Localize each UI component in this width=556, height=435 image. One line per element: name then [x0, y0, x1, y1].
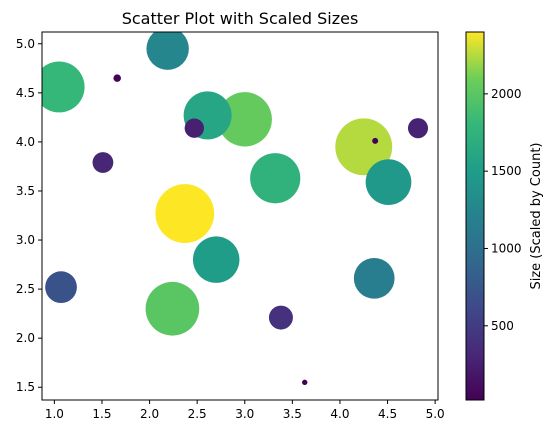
scatter-point	[217, 92, 272, 147]
y-tick-label: 2.0	[16, 331, 35, 345]
points-layer	[42, 32, 429, 386]
scatter-point	[302, 379, 308, 386]
y-tick-label: 4.5	[16, 86, 35, 100]
x-tick-label: 1.0	[45, 407, 64, 421]
x-tick-label: 5.0	[426, 407, 445, 421]
x-axis: 1.0 1.5 2.0 2.5 3.0 3.5 4.0 4.5 5.0	[45, 400, 445, 421]
x-tick-label: 2.5	[188, 407, 207, 421]
y-tick-label: 3.0	[16, 233, 35, 247]
colorbar-label: Size (Scaled by Count)	[529, 142, 544, 289]
x-tick-label: 4.5	[378, 407, 397, 421]
scatter-point	[145, 281, 200, 336]
x-tick-label: 2.0	[140, 407, 159, 421]
scatter-point	[42, 61, 85, 113]
y-tick-label: 2.5	[16, 282, 35, 296]
scatter-point	[146, 32, 189, 70]
x-tick-label: 3.5	[283, 407, 302, 421]
scatter-point	[353, 257, 395, 299]
y-axis: 1.5 2.0 2.5 3.0 3.5 4.0 4.5 5.0	[16, 37, 42, 394]
colorbar-ticks: 500 1000 1500 2000	[484, 87, 522, 333]
colorbar-tick-label: 1000	[491, 241, 522, 255]
scatter-point	[184, 118, 204, 138]
colorbar	[465, 31, 485, 401]
scatter-point	[92, 152, 114, 173]
scatter-point	[155, 184, 215, 243]
y-tick-label: 4.0	[16, 135, 35, 149]
x-tick-label: 4.0	[330, 407, 349, 421]
y-tick-label: 5.0	[16, 37, 35, 51]
scatter-point	[365, 159, 412, 205]
scatter-point	[113, 74, 121, 82]
scatter-point	[250, 153, 301, 204]
plot-frame	[41, 31, 439, 401]
x-tick-label: 3.0	[235, 407, 254, 421]
scatter-point	[407, 118, 429, 139]
y-tick-label: 1.5	[16, 380, 35, 394]
scatter-point	[45, 271, 77, 304]
chart-title: Scatter Plot with Scaled Sizes	[122, 9, 359, 28]
scatter-point	[372, 137, 379, 144]
colorbar-tick-label: 2000	[491, 87, 522, 101]
x-tick-label: 1.5	[92, 407, 111, 421]
scatter-point	[192, 236, 240, 283]
y-tick-label: 3.5	[16, 184, 35, 198]
colorbar-tick-label: 500	[491, 319, 514, 333]
scatter-point	[335, 118, 393, 176]
scatter-point	[268, 305, 293, 330]
colorbar-tick-label: 1500	[491, 164, 522, 178]
